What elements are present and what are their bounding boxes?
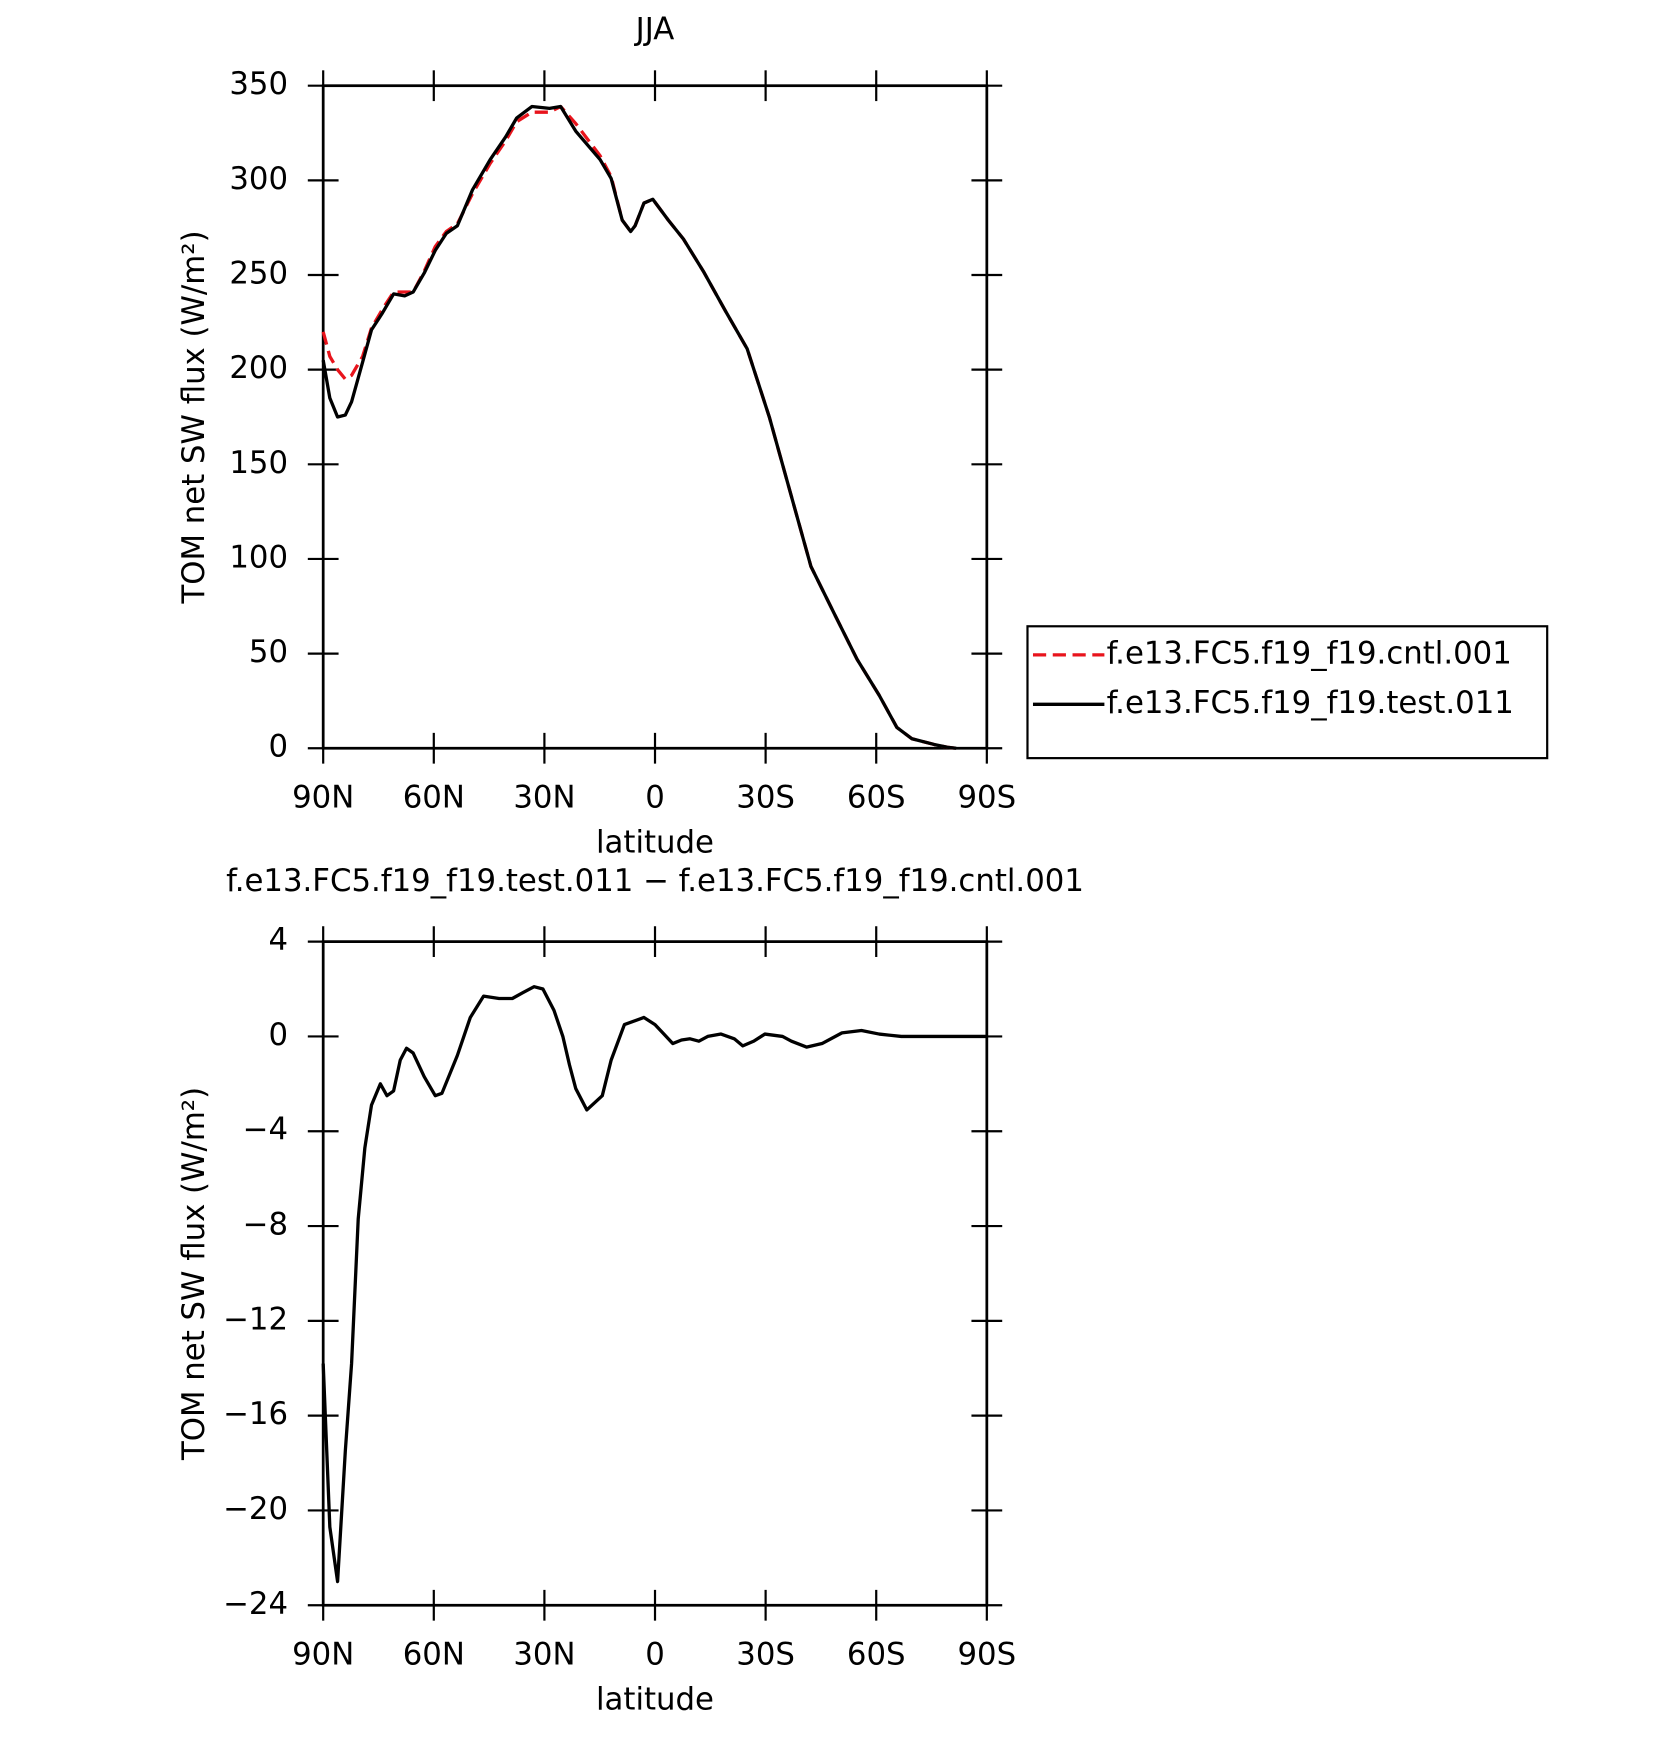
x-tick-label: 90N [292,779,354,815]
x-tick-label: 30N [513,1636,575,1672]
x-tick-label: 60N [403,779,465,815]
y-tick-label: 200 [229,350,288,386]
y-tick-label: −24 [223,1586,288,1622]
x-tick-label: 0 [645,1636,665,1672]
y-tick-label: 4 [268,922,288,958]
x-tick-label: 30N [513,779,575,815]
x-tick-label: 90N [292,1636,354,1672]
y-tick-label: 0 [268,1017,288,1053]
x-tick-label: 60S [847,1636,906,1672]
y-tick-label: 50 [249,634,288,670]
y-tick-label: −4 [243,1112,288,1148]
plot-frame [321,84,989,750]
x-tick-label: 90S [958,779,1017,815]
y-tick-label: 250 [229,255,288,291]
series-line [321,104,957,750]
y-tick-label: 100 [229,539,288,575]
legend-frame [1026,625,1549,760]
y-tick-label: 0 [268,729,288,765]
x-tick-label: 0 [645,779,665,815]
series-line [321,104,957,750]
y-tick-label: 150 [229,445,288,481]
chart-title: JJA [634,11,675,47]
x-tick-label: 60S [847,779,906,815]
x-tick-label: 90S [958,1636,1017,1672]
x-tick-label: 30S [736,779,795,815]
series-line [321,985,987,1584]
y-tick-label: −16 [223,1396,288,1432]
x-axis-label: latitude [596,1681,714,1717]
legend-label: f.e13.FC5.f19_f19.cntl.001 [1107,635,1512,671]
y-tick-label: −12 [223,1301,288,1337]
legend-label: f.e13.FC5.f19_f19.test.011 [1107,685,1514,721]
y-tick-label: −20 [223,1491,288,1527]
chart-title: f.e13.FC5.f19_f19.test.011 − f.e13.FC5.f… [226,863,1084,899]
y-axis-label: TOM net SW flux (W/m²) [176,230,212,604]
y-tick-label: −8 [243,1207,288,1243]
x-tick-label: 30S [736,1636,795,1672]
x-axis-label: latitude [596,824,714,860]
y-tick-label: 350 [229,66,288,102]
x-tick-label: 60N [403,1636,465,1672]
y-axis-label: TOM net SW flux (W/m²) [176,1087,212,1461]
y-tick-label: 300 [229,161,288,197]
plot-frame [321,940,989,1607]
